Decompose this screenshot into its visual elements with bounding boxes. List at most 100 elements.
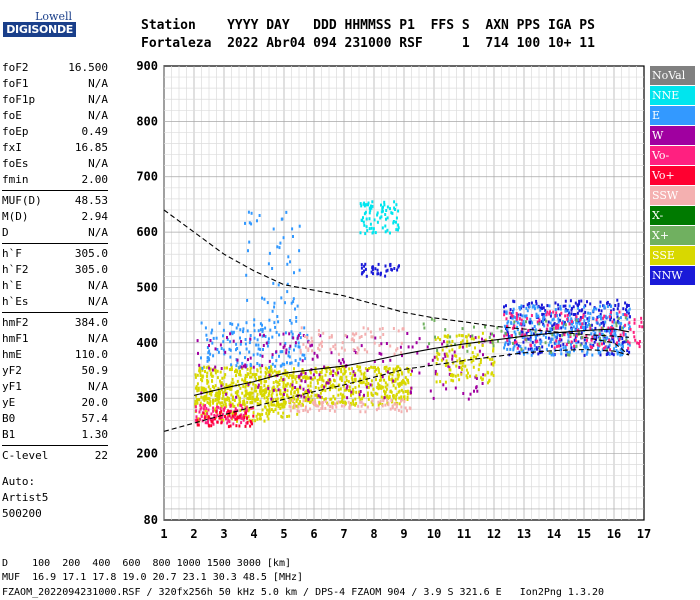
echo-point (350, 393, 352, 397)
echo-point (374, 336, 377, 340)
echo-point (235, 348, 237, 352)
echo-point (531, 348, 534, 352)
param-value: N/A (88, 109, 108, 122)
echo-point (257, 329, 260, 333)
echo-point (214, 384, 217, 388)
echo-point (216, 391, 219, 395)
echo-point (553, 322, 556, 326)
echo-point (242, 413, 245, 417)
echo-point (619, 325, 622, 329)
echo-point (364, 375, 367, 379)
echo-point (386, 394, 389, 398)
echo-point (234, 411, 237, 415)
echo-point (363, 269, 365, 273)
echo-point (505, 304, 507, 308)
echo-point (246, 298, 249, 302)
echo-point (289, 409, 292, 413)
echo-point (201, 388, 204, 392)
echo-point (578, 330, 581, 334)
echo-point (602, 320, 605, 324)
echo-point (372, 366, 375, 370)
echo-point (206, 378, 209, 382)
footer-distance-line: D 100 200 400 600 800 1000 1500 3000 [km… (2, 558, 291, 569)
echo-point (622, 340, 624, 344)
echo-point (466, 376, 469, 380)
echo-point (436, 351, 439, 355)
echo-point (278, 388, 281, 392)
echo-point (580, 309, 583, 313)
echo-point (510, 313, 513, 317)
echo-point (294, 341, 297, 345)
echo-point (345, 375, 348, 379)
echo-point (343, 404, 346, 408)
echo-point (320, 371, 323, 374)
echo-point (290, 374, 293, 378)
echo-point (216, 402, 219, 406)
echo-point (321, 401, 324, 404)
echo-point (583, 319, 586, 323)
echo-point (294, 359, 297, 363)
echo-point (229, 424, 232, 428)
echo-point (243, 408, 246, 412)
echo-point (324, 384, 327, 388)
echo-point (271, 391, 274, 395)
echo-point (266, 397, 269, 401)
echo-point (275, 389, 278, 393)
echo-point (597, 346, 600, 350)
echo-point (224, 415, 226, 418)
echo-point (568, 313, 571, 317)
echo-point (561, 333, 564, 337)
echo-point (352, 338, 355, 342)
echo-point (288, 414, 291, 418)
echo-point (584, 314, 587, 318)
echo-point (409, 407, 412, 411)
echo-point (388, 376, 390, 379)
echo-point (522, 320, 525, 323)
echo-point (272, 386, 275, 390)
echo-point (359, 410, 362, 414)
echo-point (307, 340, 310, 344)
echo-point (434, 335, 436, 339)
echo-point (407, 381, 410, 385)
x-tick-label: 10 (427, 527, 441, 541)
echo-point (292, 297, 295, 301)
echo-point (237, 323, 240, 327)
echo-point (397, 226, 400, 230)
echo-point (311, 377, 314, 381)
echo-point (322, 379, 325, 383)
echo-point (247, 409, 250, 413)
echo-point (245, 375, 248, 378)
param-label: h`Es (2, 295, 29, 308)
echo-point (226, 396, 229, 400)
echo-point (255, 389, 258, 393)
echo-point (318, 373, 321, 377)
echo-point (628, 343, 631, 347)
echo-point (590, 327, 593, 331)
echo-point (236, 392, 239, 396)
x-tick-label: 4 (250, 527, 257, 541)
echo-mode-legend: NoVal NNE E W Vo- Vo+ SSW X- X+ SSE NNW (650, 66, 695, 286)
echo-point (519, 307, 522, 311)
echo-point (227, 409, 230, 413)
echo-point (227, 418, 230, 422)
echo-point (313, 398, 316, 402)
echo-point (404, 406, 407, 410)
echo-point (249, 424, 252, 428)
echo-point (219, 413, 222, 417)
echo-point (627, 304, 630, 307)
echo-point (475, 355, 478, 359)
echo-point (252, 406, 254, 410)
echo-point (489, 357, 491, 361)
echo-point (454, 343, 457, 347)
echo-point (611, 329, 614, 333)
echo-point (385, 365, 388, 369)
echo-point (227, 425, 230, 429)
echo-point (400, 388, 403, 392)
echo-point (520, 304, 523, 308)
echo-point (575, 341, 578, 345)
echo-point (386, 216, 389, 220)
echo-point (628, 315, 631, 319)
echo-point (451, 339, 454, 343)
echo-point (369, 208, 372, 212)
echo-point (577, 318, 580, 321)
